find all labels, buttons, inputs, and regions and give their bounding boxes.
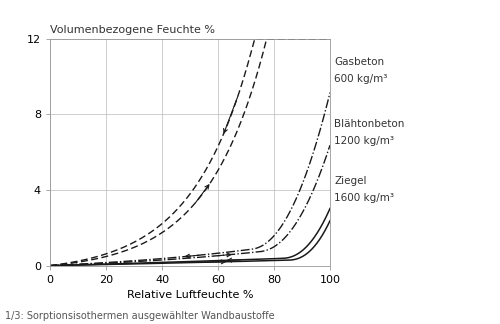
X-axis label: Relative Luftfeuchte %: Relative Luftfeuchte %	[127, 290, 254, 300]
Text: 1/3: Sorptionsisothermen ausgewählter Wandbaustoffe: 1/3: Sorptionsisothermen ausgewählter Wa…	[5, 311, 274, 321]
Text: Volumenbezogene Feuchte %: Volumenbezogene Feuchte %	[50, 25, 215, 35]
Text: 600 kg/m³: 600 kg/m³	[334, 74, 388, 84]
Text: 1600 kg/m³: 1600 kg/m³	[334, 193, 394, 202]
Text: Blähtonbeton: Blähtonbeton	[334, 119, 404, 129]
Text: 1200 kg/m³: 1200 kg/m³	[334, 136, 394, 146]
Text: Gasbeton: Gasbeton	[334, 57, 384, 66]
Text: Ziegel: Ziegel	[334, 176, 366, 186]
